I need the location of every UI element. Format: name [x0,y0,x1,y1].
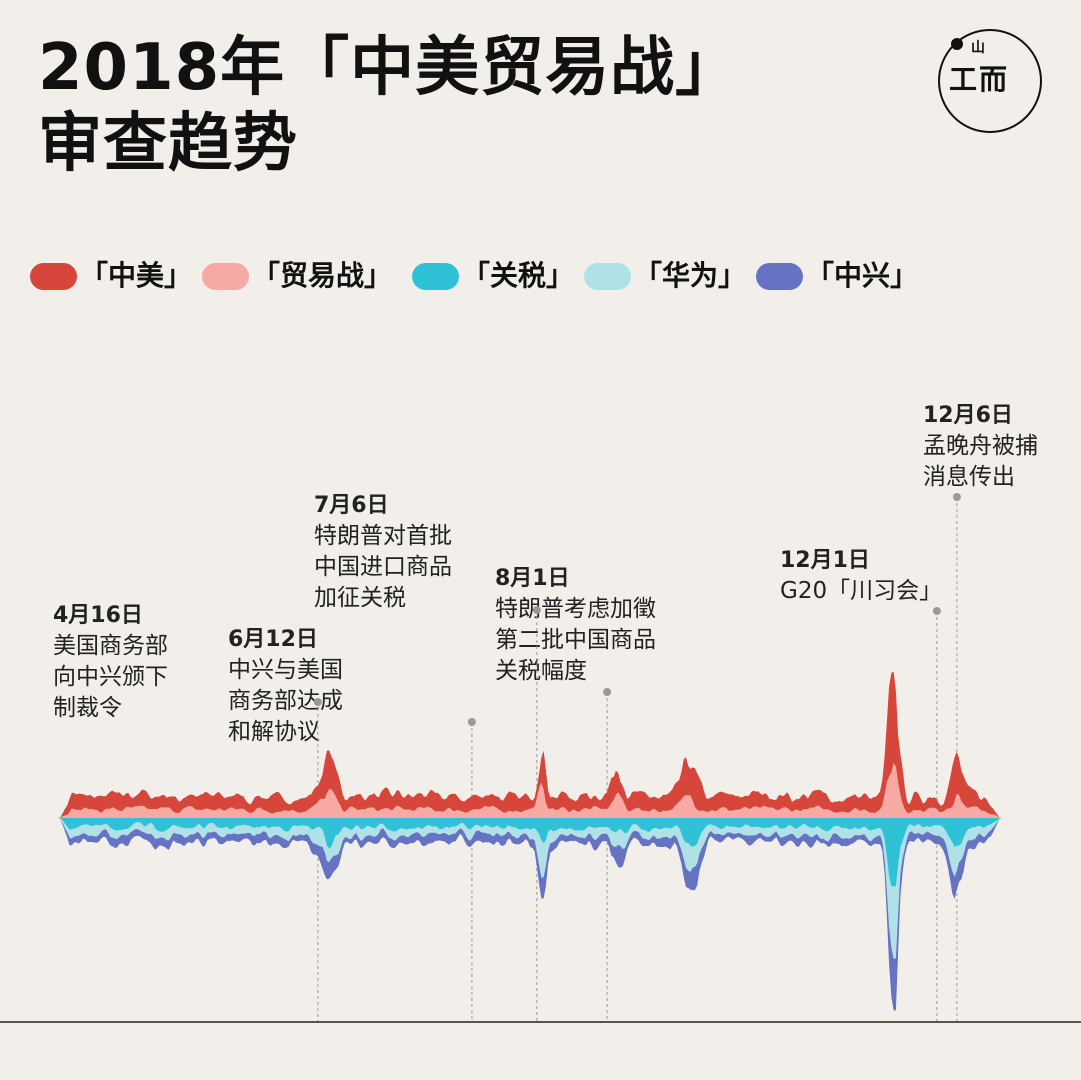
legend-swatch-zhongmei [30,263,77,290]
event-dot [532,606,541,614]
annotation-date: 12月1日 [780,548,870,573]
annotation-text: G20「川习会」 [780,578,943,604]
annotation-text: 关税幅度 [495,658,587,684]
annotation-text: 向中兴颁下 [53,664,168,690]
annotation-text: 消息传出 [923,464,1015,490]
event-dot [952,493,961,501]
annotation-date: 7月6日 [314,493,389,518]
annotation-text: 特朗普对首批 [314,523,452,549]
annotation-date: 8月1日 [495,566,570,591]
legend-swatch-zhongxing [756,263,803,290]
annotation-text: 加征关税 [314,585,406,611]
stream-huawei [56,818,1002,959]
title-line-1: 2018年「中美贸易战」 [38,31,741,105]
logo-dot [951,38,963,50]
annotation-jun12: 6月12日 中兴与美国 商务部达成 和解协议 [228,624,343,748]
logo-top-glyph: 山 [971,40,985,56]
annotation-text: 商务部达成 [228,688,343,714]
stream-guanshui [56,818,1002,887]
event-dot [313,698,322,706]
chart-title: 2018年「中美贸易战」 审查趋势 [38,30,740,182]
annotation-apr16: 4月16日 美国商务部 向中兴颁下 制裁令 [53,600,168,724]
legend-swatch-huawei [584,263,631,290]
stream-layers [56,671,1002,1011]
annotation-date: 6月12日 [228,627,318,652]
title-line-2: 审查趋势 [38,107,298,181]
annotation-text: 第二批中国商品 [495,627,656,653]
annotation-leaders [313,493,961,1022]
annotation-aug01: 8月1日 特朗普考虑加徵 第二批中国商品 关税幅度 [495,563,656,687]
stream-maoyizhan [56,762,1002,818]
annotation-date: 12月6日 [923,403,1013,428]
annotation-date: 4月16日 [53,603,143,628]
legend-label-maoyizhan: 「贸易战」 [252,259,393,292]
legend-label-huawei: 「华为」 [634,259,747,292]
annotation-text: 孟晚舟被捕 [923,433,1038,459]
legend-label-guanshui: 「关税」 [462,259,575,292]
stream-zhongxing [56,818,1002,1011]
legend-label-zhongmei: 「中美」 [80,259,193,292]
brand-logo: 山 工而 [938,29,1042,133]
annotation-dec01: 12月1日 G20「川习会」 [780,545,942,607]
legend-label-zhongxing: 「中兴」 [806,259,919,292]
annotation-text: 美国商务部 [53,633,168,659]
logo-glyph: 工而 [949,63,1010,96]
stream-zhongmei [56,671,1002,818]
annotation-jul06: 7月6日 特朗普对首批 中国进口商品 加征关税 [314,490,452,614]
legend-swatch-guanshui [412,263,459,290]
event-dot [603,688,612,696]
event-dot [932,607,941,615]
annotation-text: 和解协议 [228,719,320,745]
annotation-text: 特朗普考虑加徵 [495,596,656,622]
annotation-text: 中兴与美国 [228,657,343,683]
annotation-dec06: 12月6日 孟晚舟被捕 消息传出 [923,400,1038,493]
event-dot [467,718,476,726]
legend-swatch-maoyizhan [202,263,249,290]
annotation-text: 中国进口商品 [314,554,452,580]
annotation-text: 制裁令 [53,695,122,721]
